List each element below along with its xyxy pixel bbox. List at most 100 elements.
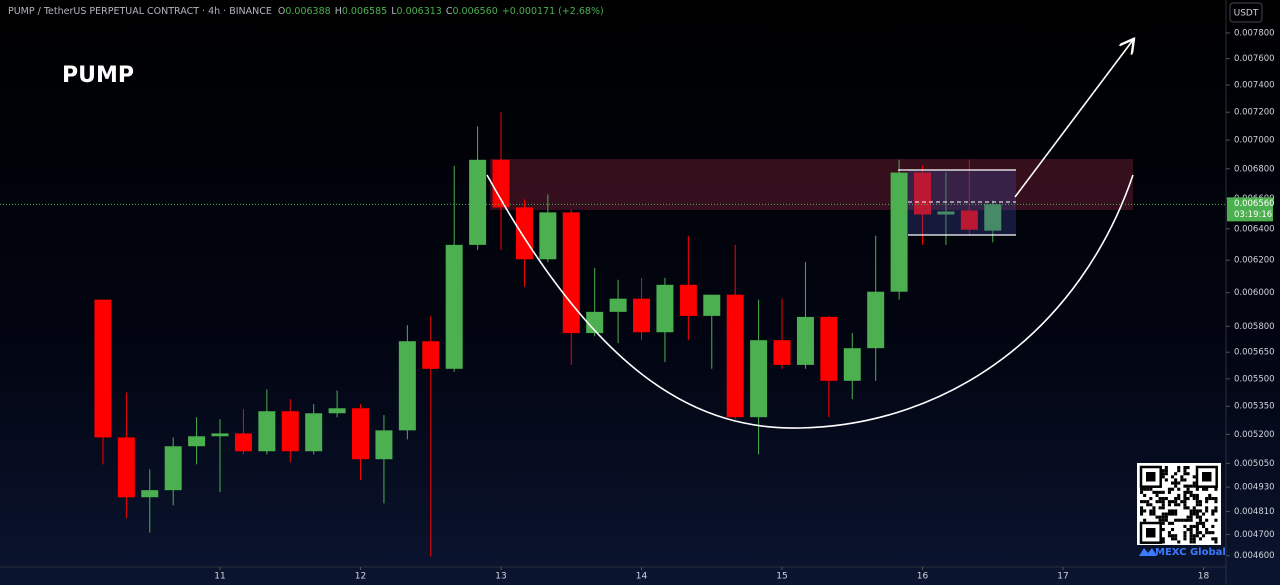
qr-cell <box>1186 506 1190 510</box>
qr-cell <box>1171 475 1175 479</box>
qr-cell <box>1161 475 1165 479</box>
qr-cell <box>1183 493 1187 497</box>
candle-body <box>937 211 955 215</box>
qr-cell <box>1177 466 1181 470</box>
qr-cell <box>1171 509 1175 513</box>
qr-cell <box>1171 521 1175 525</box>
qr-cell <box>1195 531 1199 535</box>
qr-cell <box>1186 497 1190 501</box>
qr-cell <box>1186 472 1190 476</box>
y-tick-label: 0.006000 <box>1234 288 1275 298</box>
qr-cell <box>1140 509 1144 513</box>
qr-cell <box>1158 518 1162 522</box>
qr-cell <box>1211 531 1215 535</box>
qr-cell <box>1192 484 1196 488</box>
qr-cell <box>1189 493 1193 497</box>
qr-cell <box>1195 521 1199 525</box>
ohlc-value: 0.006388 <box>285 6 330 17</box>
y-tick-label: 0.007200 <box>1234 108 1275 118</box>
qr-cell <box>1180 500 1184 504</box>
qr-cell <box>1161 512 1165 516</box>
last-price-tag <box>1227 197 1273 222</box>
qr-cell <box>1211 497 1215 501</box>
candle-body <box>843 348 861 381</box>
candle-body <box>375 430 393 460</box>
qr-cell <box>1214 509 1218 513</box>
qr-cell <box>1161 515 1165 519</box>
y-tick-label: 0.007600 <box>1234 54 1275 64</box>
qr-cell <box>1164 472 1168 476</box>
candle-body <box>445 244 463 369</box>
candle-body <box>820 316 838 381</box>
qr-finder-dot <box>1146 472 1156 482</box>
x-tick-label: 13 <box>495 572 506 582</box>
qr-cell <box>1164 497 1168 501</box>
y-tick-label: 0.004600 <box>1234 551 1275 561</box>
qr-cell <box>1186 518 1190 522</box>
watermark-logo <box>1139 548 1157 556</box>
qr-cell <box>1183 469 1187 473</box>
qr-cell <box>1195 528 1199 532</box>
candle-body <box>586 311 604 334</box>
candle-body <box>703 294 721 316</box>
candle-body <box>117 437 135 498</box>
candle-body <box>562 212 580 334</box>
qr-cell <box>1205 531 1209 535</box>
currency-button[interactable] <box>1229 2 1263 23</box>
qr-cell <box>1198 515 1202 519</box>
currency[interactable]: USDT <box>1234 9 1259 19</box>
qr-cell <box>1183 490 1187 494</box>
candle-body <box>352 408 370 460</box>
candle-body <box>679 284 697 316</box>
qr-cell <box>1214 518 1218 522</box>
qr-cell <box>1189 484 1193 488</box>
qr-cell <box>1192 534 1196 538</box>
cup-curve <box>486 174 1134 429</box>
candle-body <box>305 413 323 452</box>
qr-cell <box>1195 509 1199 513</box>
qr-cell <box>1214 497 1218 501</box>
qr-cell <box>1167 509 1171 513</box>
qr-cell <box>1155 493 1159 497</box>
qr-cell <box>1167 500 1171 504</box>
candle-body <box>539 212 557 260</box>
qr-cell <box>1161 528 1165 532</box>
x-tick-label: 18 <box>1198 572 1210 582</box>
qr-cell <box>1183 472 1187 476</box>
qr-cell <box>1214 540 1218 544</box>
candle-body <box>492 159 510 208</box>
symbol-info: PUMP / TetherUS PERPETUAL CONTRACT · 4h … <box>8 6 272 17</box>
candle-body <box>960 210 978 230</box>
qr-cell <box>1214 500 1218 504</box>
candle-body <box>281 411 299 452</box>
ohlc-value: 0.006313 <box>397 6 442 17</box>
qr-cell <box>1164 518 1168 522</box>
qr-cell <box>1161 472 1165 476</box>
qr-cell <box>1208 531 1212 535</box>
qr-cell <box>1183 531 1187 535</box>
qr-cell <box>1158 497 1162 501</box>
qr-cell <box>1140 490 1144 494</box>
qr-cell <box>1205 497 1209 501</box>
qr-cell <box>1158 490 1162 494</box>
qr-cell <box>1202 521 1206 525</box>
qr-cell <box>1183 506 1187 510</box>
qr-cell <box>1140 487 1144 491</box>
qr-cell <box>1140 506 1144 510</box>
qr-cell <box>1152 506 1156 510</box>
candle-body <box>211 433 229 437</box>
qr-cell <box>1198 531 1202 535</box>
x-tick-label: 14 <box>636 572 648 582</box>
qr-cell <box>1149 509 1153 513</box>
qr-cell <box>1195 524 1199 528</box>
qr-cell <box>1158 515 1162 519</box>
y-tick-label: 0.005500 <box>1234 374 1275 384</box>
qr-cell <box>1195 534 1199 538</box>
candle-body <box>633 298 651 333</box>
qr-cell <box>1189 490 1193 494</box>
qr-cell <box>1149 503 1153 507</box>
qr-cell <box>1164 478 1168 482</box>
qr-cell <box>1192 497 1196 501</box>
y-tick-label: 0.006800 <box>1234 164 1275 174</box>
